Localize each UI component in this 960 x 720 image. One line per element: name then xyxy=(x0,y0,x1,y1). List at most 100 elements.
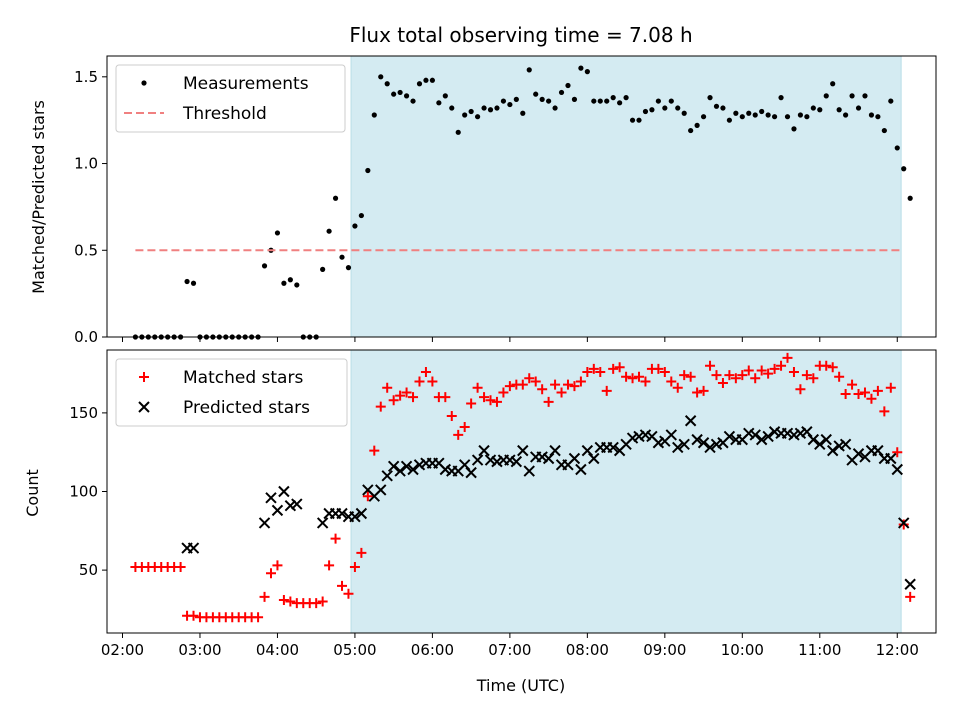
data-point xyxy=(259,591,270,602)
data-point xyxy=(375,484,387,496)
data-point xyxy=(752,112,758,118)
data-point xyxy=(384,81,390,87)
data-point xyxy=(840,389,851,400)
data-point xyxy=(265,568,276,579)
data-point xyxy=(349,510,361,523)
data-point xyxy=(526,67,532,73)
data-point xyxy=(324,560,335,571)
data-point xyxy=(711,370,722,381)
data-point xyxy=(311,598,322,609)
data-point xyxy=(678,438,690,451)
data-point xyxy=(471,454,484,466)
data-point xyxy=(810,105,816,111)
data-point xyxy=(707,95,713,101)
data-point xyxy=(855,105,862,111)
data-point xyxy=(446,411,457,422)
data-point xyxy=(623,95,629,101)
data-point xyxy=(868,112,875,118)
data-point xyxy=(888,98,894,104)
data-point xyxy=(662,105,668,111)
data-point xyxy=(843,112,849,118)
data-point xyxy=(684,415,697,427)
observing-span-shade xyxy=(350,349,902,634)
data-point xyxy=(184,278,190,285)
data-point xyxy=(388,395,399,406)
series-measurements xyxy=(132,65,913,340)
data-point xyxy=(763,368,774,379)
data-point xyxy=(885,382,896,393)
data-point xyxy=(847,379,858,390)
data-point xyxy=(610,95,616,101)
data-point xyxy=(571,96,578,102)
data-point xyxy=(765,112,771,118)
data-point xyxy=(653,363,664,374)
data-point xyxy=(523,465,535,477)
data-point xyxy=(440,392,451,403)
data-point xyxy=(465,466,477,479)
data-point xyxy=(827,362,838,373)
data-point xyxy=(317,596,328,607)
bottom-plot-frame xyxy=(106,349,937,634)
data-point xyxy=(491,396,502,407)
data-point xyxy=(905,591,916,602)
data-point xyxy=(749,429,761,441)
data-point xyxy=(410,98,416,104)
y-tick-label: 50 xyxy=(79,561,98,579)
data-point xyxy=(278,485,290,498)
y-axis-label-ratio: Matched/Predicted stars xyxy=(29,100,48,294)
data-point xyxy=(881,127,887,134)
data-point xyxy=(659,367,670,378)
y-tick-label: 150 xyxy=(69,404,98,422)
x-tick-label: 12:00 xyxy=(876,641,919,659)
data-point xyxy=(907,195,913,201)
data-point xyxy=(898,519,909,530)
data-point xyxy=(730,373,741,384)
data-point xyxy=(704,441,716,454)
data-point xyxy=(784,114,791,120)
data-point xyxy=(853,389,864,400)
data-point xyxy=(500,98,507,104)
data-point xyxy=(562,379,573,390)
data-point xyxy=(720,105,726,111)
data-point xyxy=(591,98,597,104)
data-point xyxy=(485,395,496,406)
data-point xyxy=(320,266,326,272)
data-point xyxy=(294,282,300,288)
data-point xyxy=(416,81,423,87)
data-point xyxy=(597,98,603,104)
data-point xyxy=(278,594,289,605)
data-point xyxy=(188,610,199,621)
data-point xyxy=(756,365,767,376)
data-point xyxy=(692,387,703,398)
data-point xyxy=(821,360,832,371)
data-point xyxy=(546,98,552,104)
x-tick-label: 04:00 xyxy=(256,641,299,659)
x-tick-label: 11:00 xyxy=(798,641,841,659)
data-point xyxy=(369,445,380,456)
data-point xyxy=(517,379,528,390)
observing-window-shade xyxy=(350,55,902,338)
data-point xyxy=(332,195,339,201)
data-point xyxy=(778,95,784,101)
data-point xyxy=(595,367,606,378)
y-tick-label: 1.0 xyxy=(74,155,98,173)
data-point xyxy=(795,384,806,395)
data-point xyxy=(578,65,584,71)
top-data-marks xyxy=(132,65,913,340)
data-point xyxy=(510,455,523,468)
data-point xyxy=(755,433,768,446)
data-point xyxy=(478,444,490,457)
data-point xyxy=(834,371,845,382)
data-point xyxy=(849,93,855,99)
data-point xyxy=(401,387,412,398)
data-point xyxy=(636,117,642,123)
top-axis-ticks: 0.0 0.5 1.0 1.5 xyxy=(74,68,898,346)
data-point xyxy=(724,370,735,381)
data-point xyxy=(287,277,293,283)
data-point xyxy=(640,376,651,387)
data-point xyxy=(826,444,839,457)
x-tick-label: 05:00 xyxy=(333,641,376,659)
data-point xyxy=(879,406,890,417)
data-point xyxy=(472,382,483,393)
data-point xyxy=(685,371,696,382)
